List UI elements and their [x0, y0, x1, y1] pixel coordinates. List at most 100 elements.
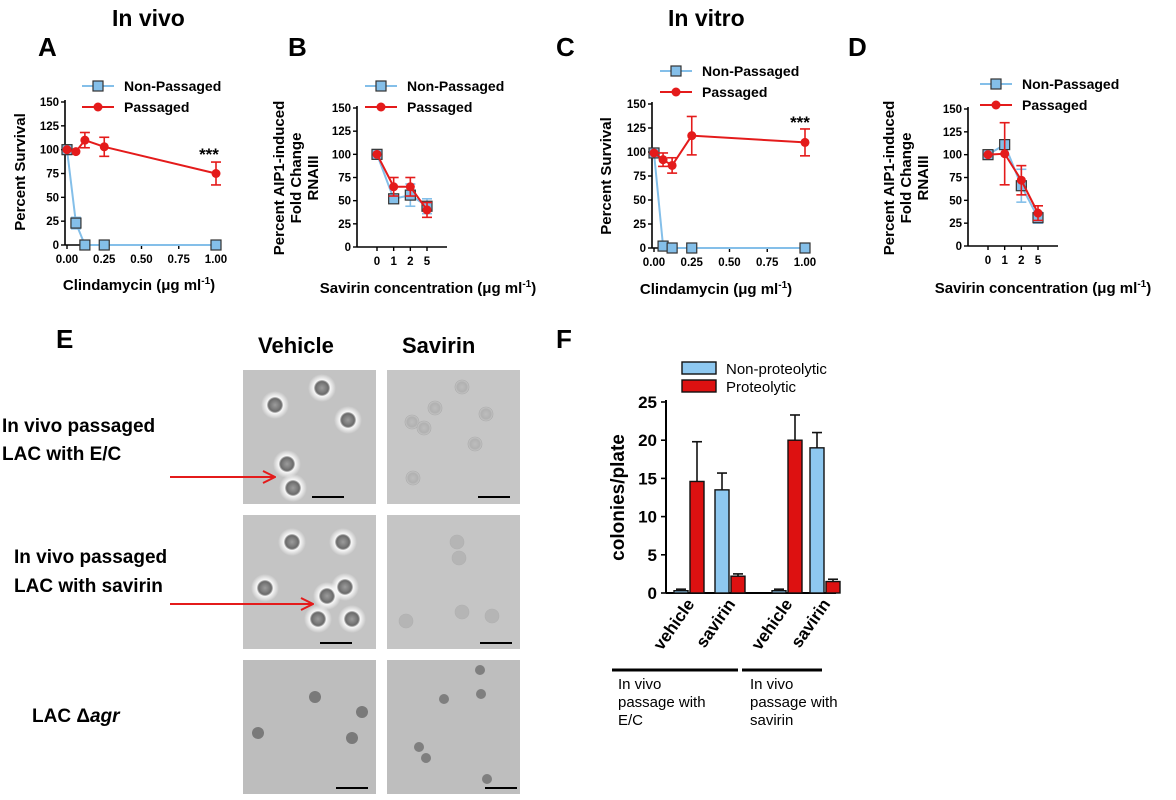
chartF-y-axis-label-text: colonies/plate [608, 434, 629, 561]
chartF-legend-swatch [681, 379, 717, 393]
chartF-group-label-2-line: savirin [750, 712, 793, 729]
chartC-xtick-label: 0.50 [718, 257, 740, 269]
chartF-group-label-2-line: In vivo [750, 676, 793, 693]
row-label-3: LAC Δagr [32, 706, 121, 727]
plate-image-savirin-3 [387, 660, 520, 794]
chartF-legend-label: Proteolytic [726, 379, 797, 396]
chartD-x-axis-label-end: ) [1146, 280, 1151, 297]
chartA-series-line-1 [66, 138, 217, 175]
chartF-ytick-label: 20 [638, 431, 657, 450]
chartF-ytick-label: 0 [648, 584, 657, 603]
chartD-point-passaged [1033, 208, 1043, 218]
chart-a: 0 25 50 75 100 125 150 0.00 0.25 0.50 0.75 1.00 Clin… [12, 78, 227, 294]
row-label-2-line-1: In vivo passaged [14, 547, 167, 568]
column-header-vehicle: Vehicle [258, 333, 334, 358]
chartD-ytick-label: 150 [943, 104, 962, 116]
row-label-1-line-1: In vivo passaged [2, 416, 155, 437]
chartC-x-axis-label: Clindamycin (μg ml-1) [640, 280, 792, 298]
chartD-ytick-label: 75 [949, 173, 962, 185]
chartD-y-axis-label-line: RNAIII [915, 156, 932, 201]
chartC-point-non-passaged [686, 242, 698, 254]
chartA-ytick-label: 75 [46, 169, 59, 181]
chartD-x-axis-label-superscript: -1 [1137, 279, 1146, 290]
chartB-x-axis-label: Savirin concentration (μg ml-1) [320, 279, 536, 297]
chartD-point-passaged [1016, 175, 1026, 185]
chartB-x-axis-label-superscript: -1 [522, 279, 531, 290]
chartA-point-non-passaged [79, 239, 91, 251]
chartB-point-passaged [422, 205, 432, 215]
chartB-ytick-label: 0 [345, 242, 351, 254]
chartF-bar-proteolytic [689, 480, 705, 594]
chartB-xtick-label: 1 [390, 256, 397, 268]
chartB-ytick-label: 50 [338, 196, 351, 208]
chartC-point-passaged [800, 137, 810, 147]
panel-letter-d: D [848, 32, 867, 62]
chartF-category-label: vehicle [748, 595, 797, 653]
chartB-xtick-label: 2 [407, 256, 413, 268]
colonies-vehicle-1 [261, 374, 362, 502]
chartC-significance: *** [790, 113, 810, 132]
row-label-2-line-2: LAC with savirin [14, 576, 163, 597]
chartC-x-axis-label-superscript: -1 [778, 280, 787, 291]
chartD-ytick-label: 50 [949, 195, 962, 207]
chartC-ytick-label: 125 [627, 123, 647, 135]
row-label-3-prefix: LAC Δ [32, 706, 90, 727]
panel-letter-a: A [38, 32, 57, 62]
chartF-group-label-2-line: passage with [750, 694, 838, 711]
chartF-category-label-text: vehicle [650, 595, 699, 653]
chartA-point-passaged [62, 145, 72, 155]
chartF-bar-non-proteolytic [714, 489, 730, 594]
chartF-bar-proteolytic [730, 575, 746, 594]
chartA-ytick-label: 150 [40, 97, 59, 109]
chartC-legend-label: Passaged [702, 84, 767, 100]
chartD-y-axis-label-line: Fold Change [898, 133, 915, 224]
colonies-vehicle-2 [251, 528, 366, 644]
chartB-x-axis-label-end: ) [531, 280, 536, 297]
chartB-series-line-1 [376, 153, 428, 211]
chartA-point-passaged [71, 147, 81, 157]
chartD-y-axis-label-line: Percent AIP1-induced [881, 101, 898, 255]
plate-image-vehicle-3 [243, 660, 376, 794]
chartA-legend-marker [93, 102, 103, 112]
row-label-3-gene: agr [90, 706, 121, 727]
chartB-ytick-label: 125 [332, 126, 352, 138]
chartB-ytick-label: 75 [338, 173, 351, 185]
chartB-point-passaged [389, 182, 399, 192]
chartC-y-axis-label: Percent Survival [598, 117, 615, 235]
panel-e: Vehicle Savirin In vivo passaged LAC wit… [2, 333, 520, 794]
chartC-y-axis-label-line: Percent Survival [598, 117, 615, 235]
chartB-legend-label: Passaged [407, 99, 472, 115]
colonies-vehicle-3 [252, 691, 368, 789]
chartB-series-line-0 [376, 153, 428, 208]
chartF-legend-swatch [681, 361, 717, 375]
chartB-xtick-label: 5 [424, 256, 431, 268]
chartC-point-non-passaged [799, 242, 811, 254]
section-title-in-vivo: In vivo [112, 5, 185, 31]
chartF-ytick-label: 15 [638, 469, 657, 488]
chartF-category-label-text: savirin [787, 595, 834, 651]
section-title-in-vitro: In vitro [668, 5, 745, 31]
chartB-legend-marker [376, 102, 386, 112]
chartA-xtick-label: 0.75 [168, 254, 191, 266]
colonies-savirin-2 [398, 534, 512, 644]
chartC-series-line-0 [653, 152, 805, 249]
chartA-x-axis-label-superscript: -1 [201, 276, 210, 287]
panel-letter-c: C [556, 32, 575, 62]
chartA-xtick-label: 0.50 [130, 254, 152, 266]
chartF-bar-proteolytic [825, 580, 841, 594]
chartB-xtick-label: 0 [374, 256, 380, 268]
chartA-ytick-label: 50 [46, 192, 59, 204]
chartC-ytick-label: 100 [627, 147, 646, 159]
chartD-ytick-label: 125 [943, 127, 963, 139]
panel-letter-b: B [288, 32, 307, 62]
chartA-x-axis-label: Clindamycin (μg ml-1) [63, 276, 215, 294]
chartD-x-axis-label: Savirin concentration (μg ml-1) [935, 279, 1151, 297]
chartA-xtick-label: 0.00 [56, 254, 78, 266]
chartC-xtick-label: 0.25 [681, 257, 704, 269]
chartF-bar-proteolytic [787, 439, 803, 594]
chartD-ytick-label: 0 [956, 241, 962, 253]
chartF-bar-non-proteolytic [771, 590, 787, 594]
